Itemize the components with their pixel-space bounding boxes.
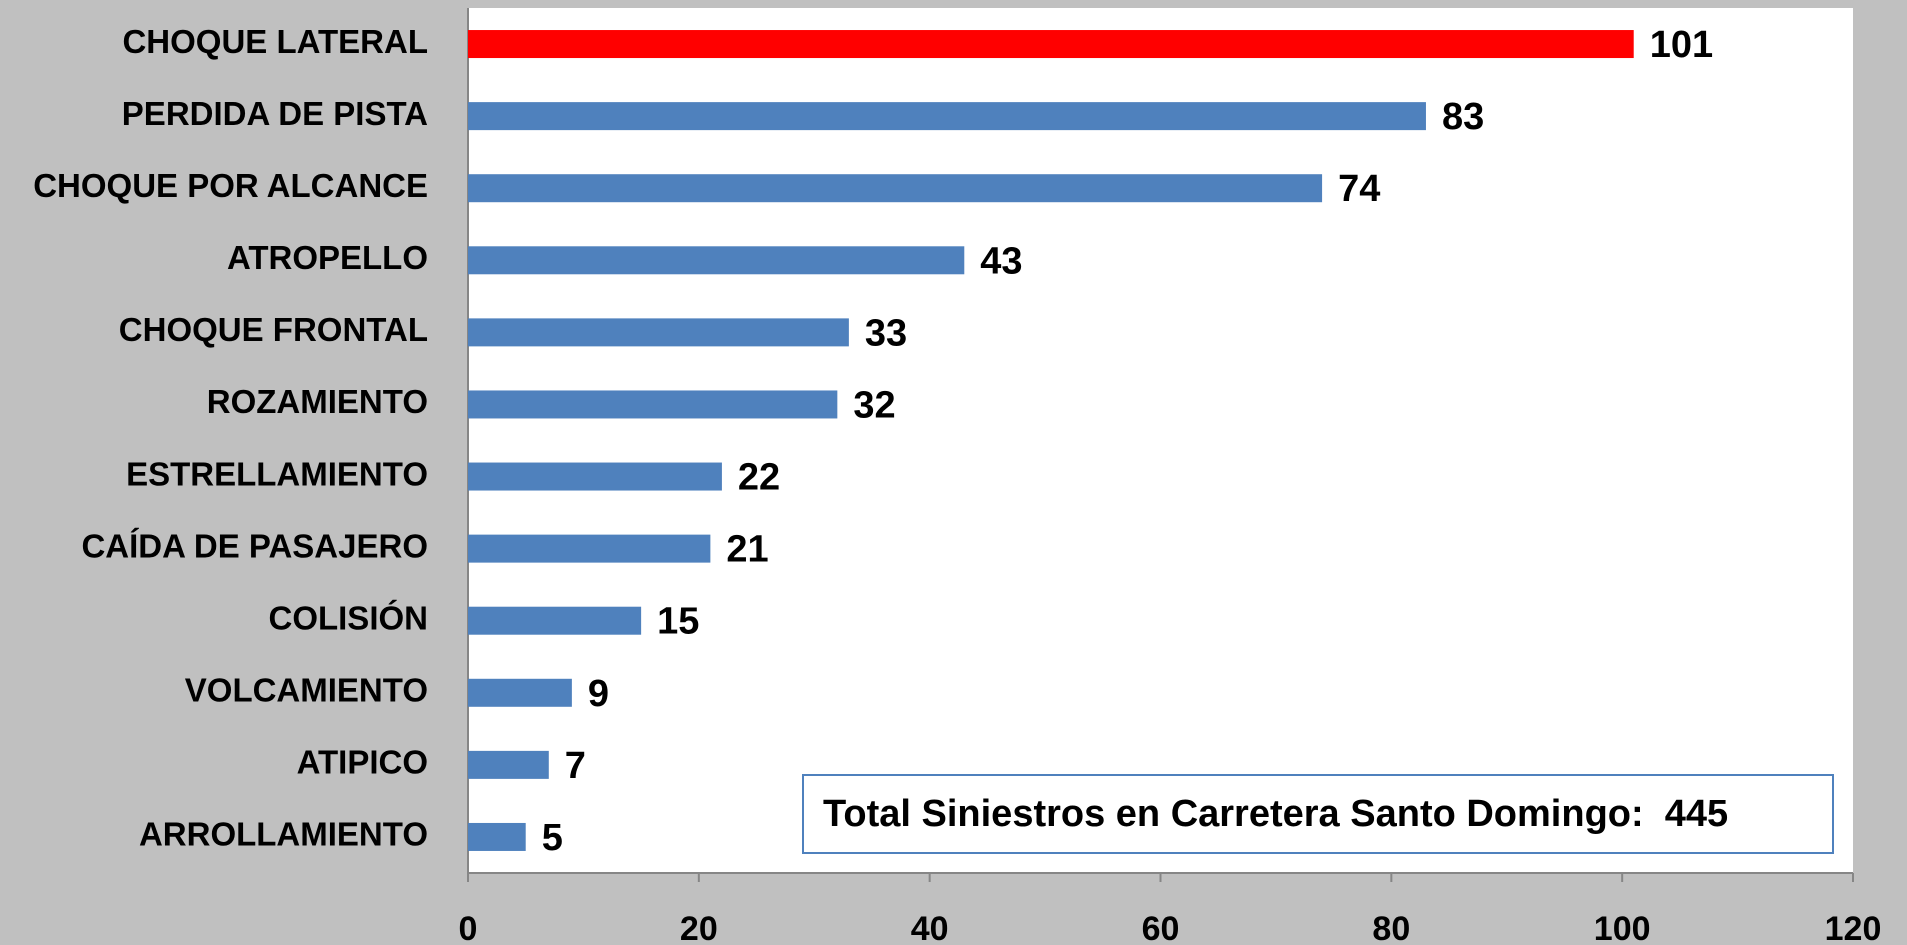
annotation-box — [802, 774, 1834, 854]
bar — [468, 750, 549, 779]
value-label: 74 — [1338, 168, 1380, 210]
y-tick-label: VOLCAMIENTO — [185, 672, 428, 709]
bar — [468, 678, 572, 707]
x-tick-label: 80 — [1372, 910, 1410, 945]
value-label: 83 — [1442, 96, 1484, 138]
y-tick-label: PERDIDA DE PISTA — [122, 95, 428, 132]
value-label: 21 — [726, 529, 768, 571]
bar — [468, 534, 711, 563]
y-tick-label: ESTRELLAMIENTO — [126, 455, 428, 492]
annotation: Total Siniestros en Carretera Santo Domi… — [823, 793, 1728, 835]
y-tick-label: CHOQUE FRONTAL — [119, 311, 428, 348]
x-tick-label: 60 — [1142, 910, 1180, 945]
value-label: 32 — [853, 384, 895, 426]
y-tick-label: COLISIÓN — [268, 599, 428, 636]
value-label: 101 — [1650, 24, 1713, 66]
bar — [468, 606, 642, 635]
x-tick-label: 120 — [1825, 910, 1882, 945]
bar — [468, 318, 849, 347]
y-tick-label: ARROLLAMIENTO — [139, 816, 428, 853]
value-label: 33 — [865, 312, 907, 354]
bar — [468, 390, 838, 419]
plot-area — [468, 8, 1853, 873]
bar — [468, 30, 1634, 59]
y-tick-label: ROZAMIENTO — [207, 383, 428, 420]
value-label: 15 — [657, 601, 699, 643]
bar — [468, 822, 526, 851]
x-tick-label: 20 — [680, 910, 718, 945]
value-label: 7 — [565, 745, 586, 787]
bar — [468, 462, 722, 491]
y-tick-label: ATIPICO — [297, 744, 428, 781]
y-tick-label: ATROPELLO — [227, 239, 428, 276]
x-tick-label: 40 — [911, 910, 949, 945]
bar — [468, 174, 1323, 203]
value-label: 5 — [542, 817, 563, 859]
value-label: 22 — [738, 457, 780, 499]
value-label: 43 — [980, 240, 1022, 282]
x-tick-label: 100 — [1594, 910, 1651, 945]
bar — [468, 246, 965, 275]
bar — [468, 102, 1426, 131]
value-label: 9 — [588, 673, 609, 715]
y-tick-label: CAÍDA DE PASAJERO — [81, 527, 428, 564]
y-tick-label: CHOQUE POR ALCANCE — [33, 167, 428, 204]
y-tick-label: CHOQUE LATERAL — [122, 23, 428, 60]
x-tick-label: 0 — [459, 910, 478, 945]
